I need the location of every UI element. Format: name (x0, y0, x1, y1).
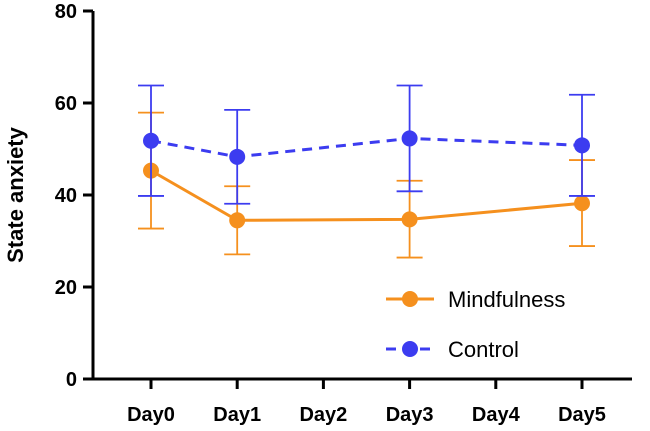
data-point (574, 195, 590, 212)
y-tick-label: 80 (55, 1, 77, 23)
series-control (138, 84, 595, 205)
y-axis-title: State anxiety (3, 126, 28, 262)
y-ticks: 0 20 40 60 80 (55, 1, 93, 391)
y-tick-label: 0 (66, 369, 77, 391)
series-mindfulness (138, 111, 595, 259)
legend: Mindfulness Control (386, 287, 565, 362)
y-tick-label: 60 (55, 93, 77, 115)
series-line (150, 136, 583, 159)
x-ticks: Day0 Day1 Day2 Day3 Day4 Day5 (127, 379, 606, 426)
x-tick-label: Day1 (213, 404, 261, 426)
data-point (401, 211, 418, 228)
data-point (574, 137, 590, 154)
series-line (150, 169, 583, 222)
y-tick-label: 20 (55, 277, 77, 299)
series-layer (138, 84, 595, 259)
legend-marker (402, 291, 418, 307)
data-point (229, 212, 246, 229)
axes (91, 11, 632, 381)
legend-item-mindfulness: Mindfulness (386, 287, 565, 312)
x-tick-label: Day2 (299, 404, 347, 426)
data-point (229, 148, 246, 165)
data-point (401, 130, 418, 147)
x-tick-label: Day5 (558, 404, 606, 426)
x-tick-label: Day3 (386, 404, 434, 426)
x-tick-label: Day0 (127, 404, 175, 426)
legend-label: Control (448, 337, 519, 362)
x-tick-label: Day4 (472, 404, 521, 426)
legend-item-control: Control (386, 337, 519, 362)
legend-marker (402, 341, 418, 357)
y-tick-label: 40 (55, 185, 77, 207)
data-point (143, 132, 159, 149)
legend-label: Mindfulness (448, 287, 565, 312)
